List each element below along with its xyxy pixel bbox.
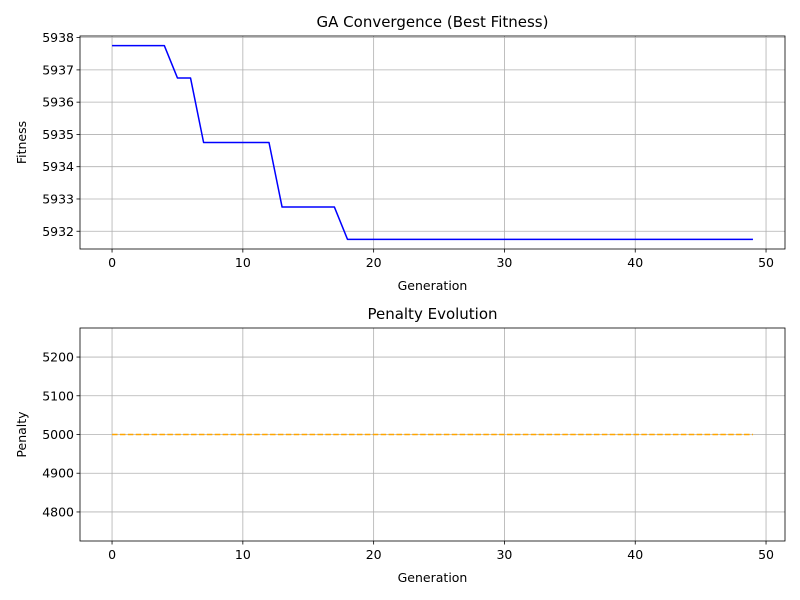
fitness-chart-title: GA Convergence (Best Fitness) [317,13,549,31]
fitness-chart-panel: 0 10 20 30 40 50 5932 5933 5934 5935 5936 5937 5938 G… [14,13,786,293]
penalty-x-tick-label: 40 [627,547,643,562]
penalty-chart-title: Penalty Evolution [367,305,497,323]
fitness-y-tick-label: 5934 [42,159,74,174]
fitness-y-tick-label: 5936 [42,95,74,110]
fitness-y-tick-label: 5932 [42,224,74,239]
fitness-y-tick-label: 5933 [42,191,74,206]
fitness-series-line [112,44,753,241]
fitness-axes-frame [79,35,786,250]
fitness-x-tick-label: 0 [108,255,116,270]
fitness-y-tick-label: 5935 [42,127,74,142]
fitness-y-tick-label: 5937 [42,62,74,77]
penalty-y-tick-label: 5000 [42,427,74,442]
penalty-y-tick-label: 5200 [42,350,74,365]
fitness-x-tick-label: 10 [235,255,251,270]
fitness-x-tick-label: 40 [627,255,643,270]
penalty-y-axis-label: Penalty [14,411,29,458]
penalty-chart-panel: 0 10 20 30 40 50 4800 4900 5000 5100 5200 Penalty E… [14,305,786,585]
fitness-x-tick-label: 20 [366,255,382,270]
penalty-x-tick-label: 20 [366,547,382,562]
penalty-y-tick-label: 4800 [42,504,74,519]
penalty-x-tick-label: 30 [496,547,512,562]
fitness-y-axis-label: Fitness [14,121,29,164]
penalty-x-tick-label: 0 [108,547,116,562]
penalty-x-tick-label: 10 [235,547,251,562]
fitness-x-tick-label: 30 [496,255,512,270]
fitness-x-axis-label: Generation [398,278,468,293]
fitness-x-tick-label: 50 [758,255,774,270]
penalty-x-axis-label: Generation [398,570,468,585]
fitness-y-tick-label: 5938 [42,30,74,45]
penalty-y-tick-label: 4900 [42,466,74,481]
fitness-grid [80,36,785,249]
penalty-x-tick-label: 50 [758,547,774,562]
penalty-y-tick-label: 5100 [42,388,74,403]
